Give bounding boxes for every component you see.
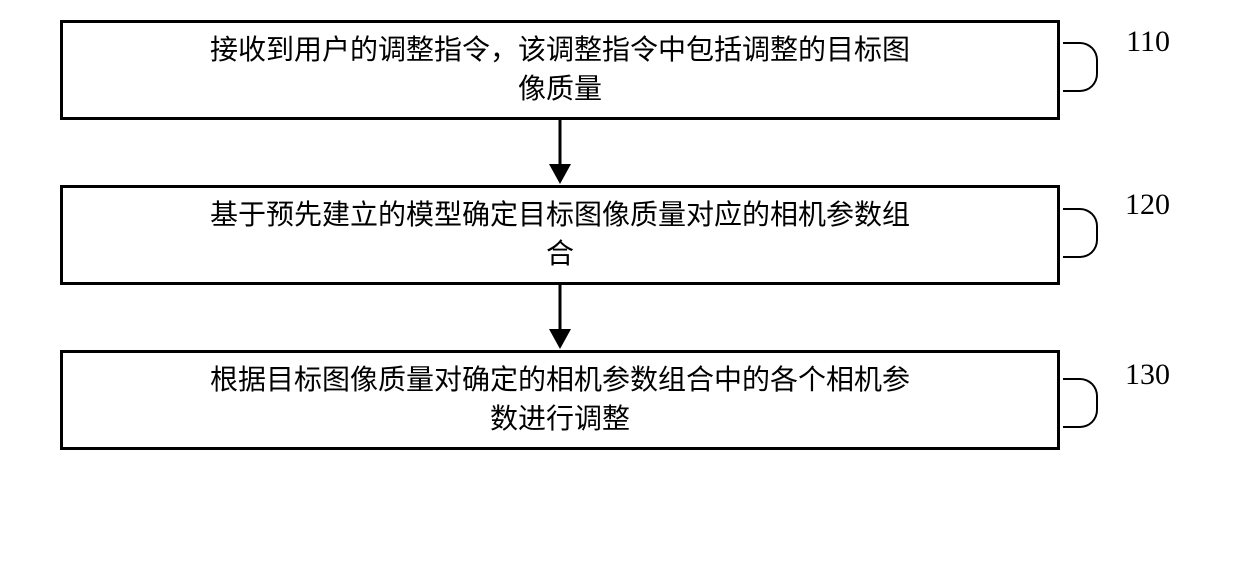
arrow-2-to-3 (60, 285, 1060, 350)
flowchart-step-2: 基于预先建立的模型确定目标图像质量对应的相机参数组 合 (60, 185, 1060, 285)
step-label-3: 130 (1125, 358, 1170, 392)
label-connector-2 (1063, 208, 1098, 258)
flowchart-step-3: 根据目标图像质量对确定的相机参数组合中的各个相机参 数进行调整 (60, 350, 1060, 450)
step-1-text-line1: 接收到用户的调整指令，该调整指令中包括调整的目标图 (210, 31, 910, 70)
step-label-2: 120 (1125, 188, 1170, 222)
label-connector-3 (1063, 378, 1098, 428)
step-1-text-line2: 像质量 (518, 70, 602, 109)
step-3-text-line1: 根据目标图像质量对确定的相机参数组合中的各个相机参 (210, 361, 910, 400)
flowchart-container: 接收到用户的调整指令，该调整指令中包括调整的目标图 像质量 基于预先建立的模型确… (60, 20, 1160, 450)
step-3-text-line2: 数进行调整 (490, 400, 630, 439)
arrow-head-icon (549, 164, 571, 184)
flowchart-step-1: 接收到用户的调整指令，该调整指令中包括调整的目标图 像质量 (60, 20, 1060, 120)
label-connector-1 (1063, 42, 1098, 92)
arrow-line (559, 120, 562, 168)
arrow-1-to-2 (60, 120, 1060, 185)
arrow-head-icon (549, 329, 571, 349)
step-label-1: 110 (1126, 25, 1170, 59)
step-2-text-line2: 合 (546, 235, 574, 274)
arrow-line (559, 285, 562, 333)
step-2-text-line1: 基于预先建立的模型确定目标图像质量对应的相机参数组 (210, 196, 910, 235)
